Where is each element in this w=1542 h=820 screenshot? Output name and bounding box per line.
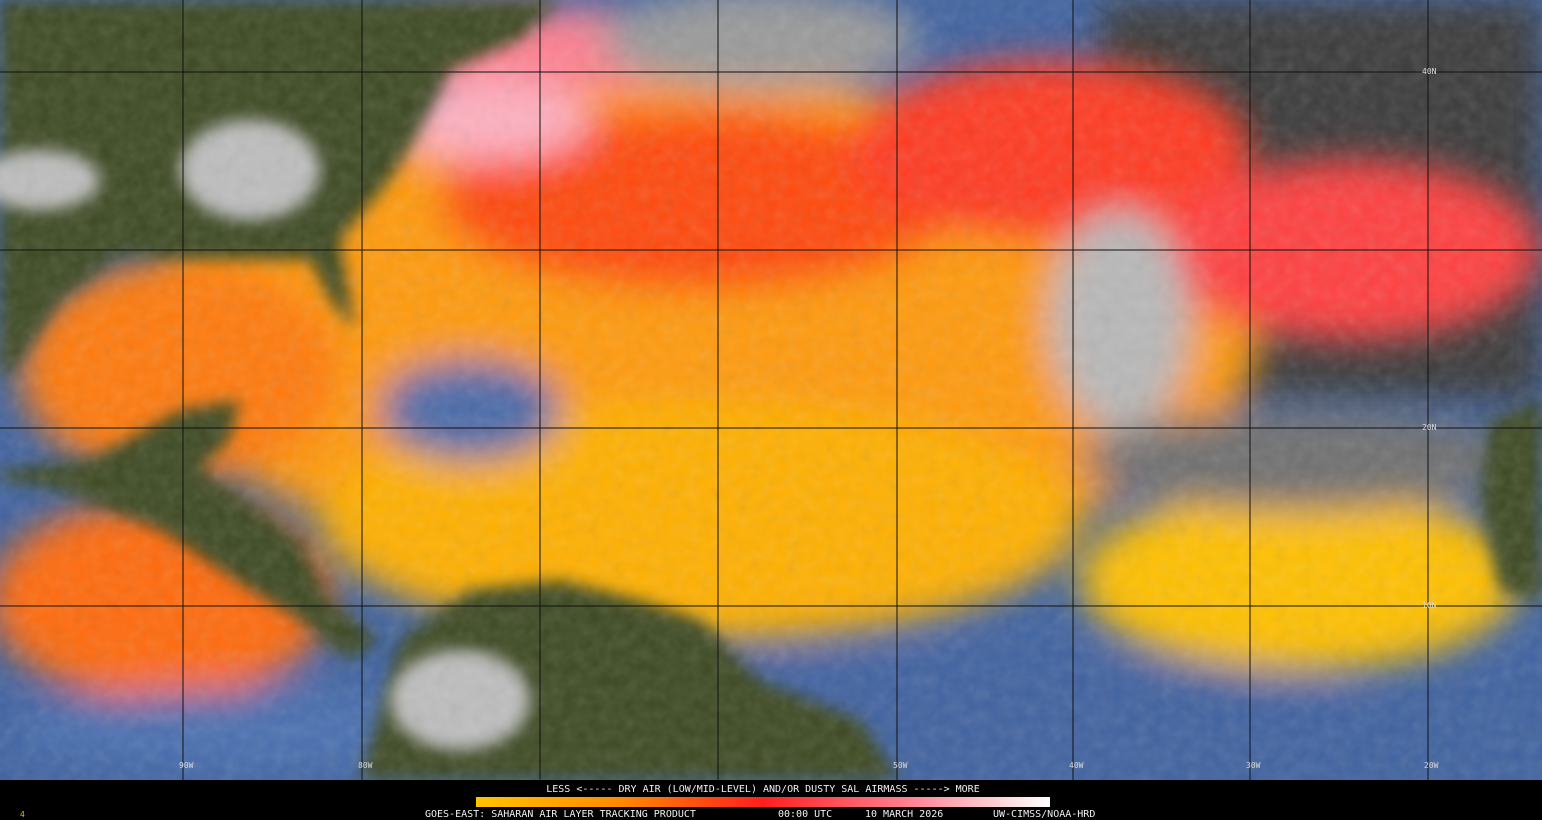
time: 00:00 UTC [778,809,832,820]
longitude-label: 30W [1246,761,1261,770]
longitude-label: 90W [179,761,194,770]
latitude-label: 10N [1422,601,1437,610]
imagery [0,0,1542,780]
source: UW-CIMSS/NOAA-HRD [993,809,1095,820]
color-scale [476,797,1050,807]
latitude-label: 20N [1422,423,1437,432]
frame-number: 4 [20,810,25,819]
longitude-label: 20W [1424,761,1439,770]
latitude-label: 40N [1422,67,1437,76]
date: 10 MARCH 2026 [865,809,943,820]
longitude-label: 80W [358,761,373,770]
product-name: GOES-EAST: SAHARAN AIR LAYER TRACKING PR… [425,809,696,820]
scale-caption: LESS <----- DRY AIR (LOW/MID-LEVEL) AND/… [546,784,979,795]
longitude-label: 50W [893,761,908,770]
lat-lon-grid: 40N 20N 10N 90W 80W 50W 40W 30W 20W [0,0,1542,780]
longitude-label: 40W [1069,761,1084,770]
